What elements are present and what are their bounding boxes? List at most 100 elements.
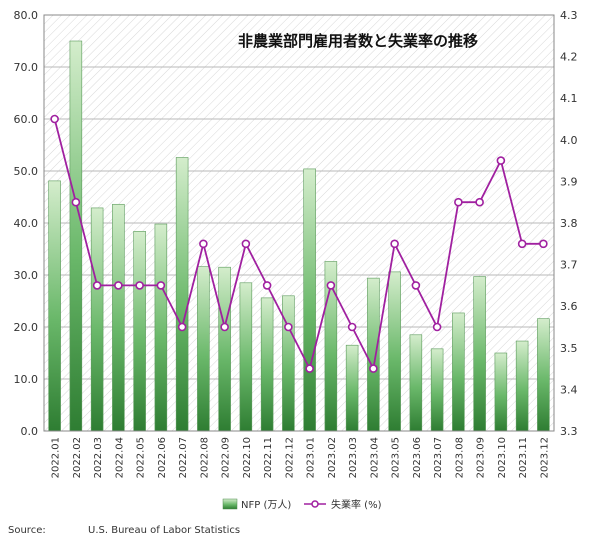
x-tick-label: 2022.12 (284, 437, 295, 478)
y-left-tick-label: 70.0 (14, 61, 39, 74)
legend-bar-swatch (222, 498, 238, 510)
nfp-bar (303, 168, 316, 432)
nfp-bar (282, 295, 295, 432)
unemployment-point (517, 239, 527, 249)
nfp-bar (430, 348, 444, 432)
y-right-tick-label: 3.7 (560, 259, 578, 272)
y-right-tick-label: 3.9 (560, 175, 578, 188)
unemployment-line (50, 114, 548, 373)
nfp-bar (494, 352, 508, 432)
unemployment-point (390, 239, 399, 249)
unemployment-point (71, 197, 81, 207)
y-left-tick-label: 60.0 (14, 113, 39, 126)
unemployment-point (432, 322, 442, 332)
y-left-tick-label: 10.0 (14, 373, 39, 386)
x-tick-label: 2023.11 (518, 437, 529, 478)
x-tick-label: 2023.02 (327, 437, 338, 478)
source-label: Source: (8, 525, 46, 536)
unemployment-point (220, 322, 229, 332)
y-left-tick-label: 0.0 (21, 425, 39, 438)
unemployment-point (156, 281, 166, 290)
x-tick-label: 2022.04 (114, 437, 125, 478)
nfp-bar (260, 297, 274, 432)
nfp-bar (473, 276, 486, 432)
x-tick-label: 2023.12 (539, 437, 550, 478)
nfp-bar (90, 207, 104, 432)
nfp-bar (133, 231, 146, 432)
x-tick-label: 2022.11 (263, 437, 274, 478)
x-tick-label: 2023.08 (454, 437, 465, 478)
legend-bar-label: NFP (万人) (241, 499, 291, 511)
y-right-tick-label: 4.1 (560, 92, 578, 105)
y-left-tick-label: 40.0 (14, 217, 39, 230)
unemployment-point (241, 239, 251, 249)
nfp-bar (69, 40, 83, 432)
x-tick-label: 2022.06 (157, 437, 168, 478)
y-left-tick-label: 80.0 (14, 9, 39, 22)
y-left-tick-label: 20.0 (14, 321, 39, 334)
y-left-tick-label: 50.0 (14, 165, 39, 178)
chart-title: 非農業部門雇用者数と失業率の推移 (238, 32, 478, 50)
y-right-tick-label: 4.2 (560, 51, 578, 64)
nfp-bar (452, 312, 465, 432)
y-right-tick-label: 4.0 (560, 134, 578, 147)
nfp-bar (515, 340, 529, 432)
nfp-bar (537, 318, 550, 432)
nfp-bar (345, 344, 359, 432)
x-tick-label: 2023.01 (306, 437, 317, 478)
x-tick-label: 2022.08 (199, 437, 210, 478)
y-right-tick-label: 3.4 (560, 383, 578, 396)
x-tick-label: 2023.05 (391, 437, 402, 478)
x-tick-label: 2023.06 (412, 437, 423, 478)
nfp-bar (112, 203, 125, 432)
nfp-bar (154, 223, 168, 432)
x-tick-label: 2023.09 (476, 437, 487, 478)
y-left-tick-label: 30.0 (14, 269, 39, 282)
unemployment-point (347, 322, 357, 332)
unemployment-point (50, 114, 59, 124)
unemployment-point (539, 239, 548, 249)
x-tick-label: 2022.01 (51, 437, 62, 478)
x-tick-label: 2023.10 (497, 437, 508, 478)
unemployment-point (199, 239, 208, 249)
unemployment-point (114, 281, 123, 290)
legend: NFP (万人) 失業率 (%) (222, 498, 382, 511)
axes: 0.0 10.0 20.0 30.0 40.0 50.0 60.0 70.0 80.0 3.3 3.… (14, 9, 578, 478)
x-tick-label: 2023.07 (433, 437, 444, 478)
x-tick-label: 2022.03 (93, 437, 104, 478)
unemployment-point (411, 281, 421, 290)
y-right-tick-label: 3.8 (560, 217, 578, 230)
unemployment-point (135, 281, 144, 290)
nfp-bars (48, 40, 550, 432)
x-tick-label: 2022.07 (178, 437, 189, 478)
nfp-bar (409, 334, 423, 432)
y-right-tick-label: 4.3 (560, 9, 578, 22)
unemployment-point (177, 322, 187, 332)
unemployment-point (92, 281, 102, 290)
y-right-tick-label: 3.3 (560, 425, 578, 438)
source-text: U.S. Bureau of Labor Statistics (88, 525, 240, 536)
nfp-bar (388, 271, 401, 432)
unemployment-point (305, 364, 314, 373)
nfp-bar (218, 266, 231, 432)
unemployment-point (496, 156, 506, 165)
x-tick-label: 2022.02 (72, 437, 83, 478)
nfp-bar (175, 157, 189, 432)
unemployment-point (326, 281, 336, 290)
unemployment-point (262, 281, 272, 290)
legend-line-marker (311, 500, 319, 508)
x-tick-label: 2023.04 (369, 437, 380, 478)
unemployment-point (454, 197, 463, 207)
unemployment-point (284, 322, 293, 332)
x-tick-label: 2022.10 (242, 437, 253, 478)
nfp-bar (197, 266, 210, 432)
legend-line-label: 失業率 (%) (331, 498, 382, 511)
nfp-bar (48, 180, 61, 432)
y-right-tick-label: 3.6 (560, 300, 578, 313)
nfp-bar (367, 277, 380, 432)
plot-frame (43, 14, 555, 432)
x-tick-label: 2022.05 (136, 437, 147, 478)
unemployment-point (475, 197, 484, 207)
